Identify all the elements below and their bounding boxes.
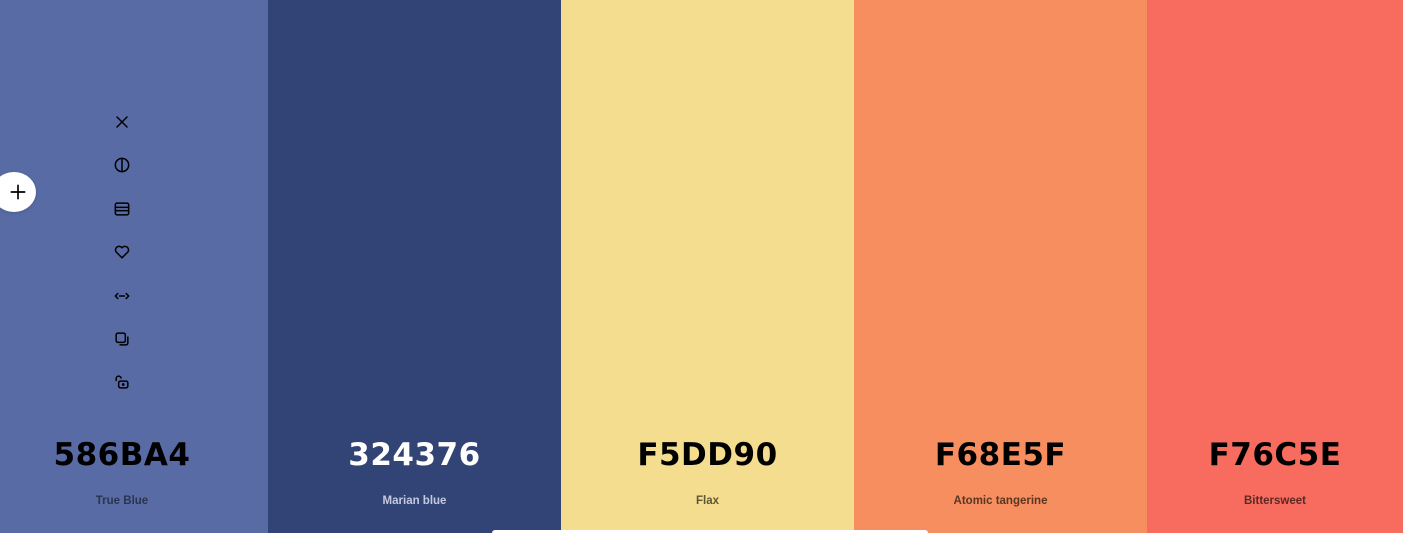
add-color-button[interactable] <box>0 172 36 212</box>
unlock-icon <box>115 375 129 389</box>
lock-color-button[interactable] <box>110 370 134 394</box>
swatch-toolbar <box>0 110 244 414</box>
heart-icon <box>114 245 130 259</box>
color-name[interactable]: Marian blue <box>382 495 447 507</box>
color-name[interactable]: Atomic tangerine <box>953 495 1048 507</box>
view-shades-button[interactable] <box>110 153 134 177</box>
hex-code[interactable]: 324376 <box>348 437 481 473</box>
view-details-icon <box>114 202 130 216</box>
copy-icon <box>115 332 129 346</box>
hex-code[interactable]: 586BA4 <box>53 437 191 473</box>
swatch-marian-blue[interactable]: 324376 Marian blue <box>268 0 561 533</box>
plus-icon <box>10 184 26 200</box>
drag-arrows-icon <box>114 292 130 299</box>
drag-button[interactable] <box>110 284 134 308</box>
hex-code[interactable]: F76C5E <box>1208 437 1342 473</box>
hex-code[interactable]: F68E5F <box>934 437 1067 473</box>
color-name[interactable]: Flax <box>695 495 719 507</box>
bottom-panel-edge <box>492 530 928 533</box>
copy-hex-button[interactable] <box>110 327 134 351</box>
hex-code[interactable]: F5DD90 <box>637 437 778 473</box>
swatch-atomic-tangerine[interactable]: F68E5F Atomic tangerine <box>854 0 1147 533</box>
remove-color-button[interactable] <box>110 110 134 134</box>
swatch-bittersweet[interactable]: F76C5E Bittersweet <box>1147 0 1403 533</box>
swatch-true-blue[interactable]: 586BA4 True Blue <box>0 0 268 533</box>
save-color-button[interactable] <box>110 240 134 264</box>
color-name[interactable]: Bittersweet <box>1244 495 1306 507</box>
color-name[interactable]: True Blue <box>95 495 149 507</box>
close-icon <box>116 116 128 128</box>
view-details-button[interactable] <box>110 197 134 221</box>
swatch-flax[interactable]: F5DD90 Flax <box>561 0 854 533</box>
shades-icon <box>114 157 130 173</box>
